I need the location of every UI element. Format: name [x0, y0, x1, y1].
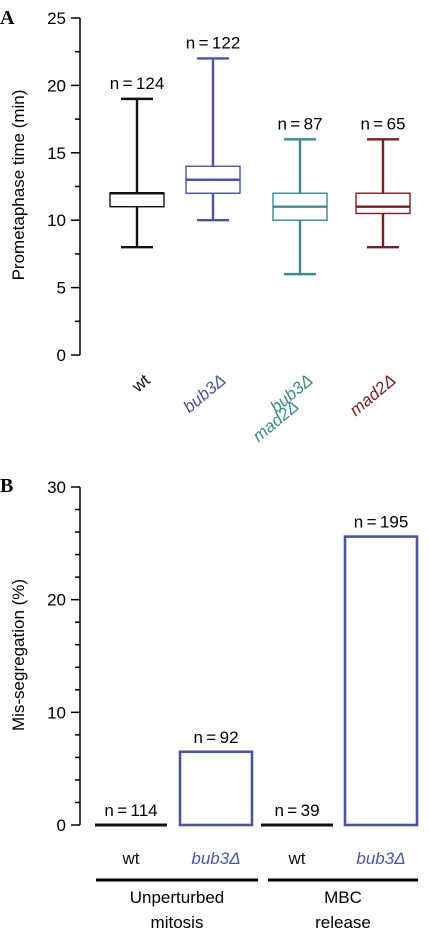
y-tick-label-b: 20	[47, 591, 66, 610]
category-label-b: bub3Δ	[356, 849, 405, 868]
category-label-b: bub3Δ	[191, 849, 240, 868]
group-label: release	[315, 913, 371, 932]
bar	[178, 750, 254, 827]
y-tick-label-a: 0	[57, 346, 66, 365]
box-iqr	[109, 192, 165, 208]
n-label: n = 122	[186, 33, 241, 52]
y-tick-label-a: 5	[57, 279, 66, 298]
box-1: n = 122	[185, 33, 241, 222]
n-label: n = 195	[354, 513, 409, 532]
n-label: n = 114	[104, 801, 157, 820]
category-label-a: mad2Δ	[346, 371, 400, 420]
y-tick-label-a: 10	[47, 211, 66, 230]
y-tick-label-a: 15	[47, 144, 66, 163]
y-tick-label-a: 20	[47, 76, 66, 95]
bar	[343, 535, 419, 827]
box-3: n = 65	[355, 114, 411, 249]
category-label-a: wt	[128, 370, 154, 396]
category-label-b: wt	[288, 849, 306, 868]
box-iqr	[355, 192, 411, 215]
panel-a: A Prometaphase time (min) 0 5 10 15 20 25 n =…	[0, 7, 411, 446]
n-label: n = 87	[277, 114, 322, 133]
group-label: Unperturbed	[130, 888, 225, 907]
category-label-b: wt	[122, 849, 140, 868]
box-0: n = 124	[109, 74, 165, 249]
panel-letter-a: A	[0, 7, 15, 29]
group-label: mitosis	[151, 913, 204, 932]
bars-b: n = 114 n = 92 n = 39 n = 195	[95, 513, 419, 827]
n-label: n = 92	[193, 728, 238, 747]
y-tick-label-b: 0	[57, 816, 66, 835]
category-label-a: bub3Δ	[180, 371, 230, 417]
y-tick-label-a: 25	[47, 9, 66, 28]
n-label: n = 65	[360, 114, 405, 133]
y-axis-b: 0 10 20 30	[47, 478, 81, 835]
y-axis-label-b: Mis-segregation (%)	[9, 579, 28, 731]
y-axis-a: 0 5 10 15 20 25	[47, 9, 81, 365]
panel-letter-b: B	[0, 475, 13, 497]
y-tick-label-b: 10	[47, 703, 66, 722]
n-label: n = 124	[110, 74, 165, 93]
group-labels-b: Unperturbed mitosis MBC release	[96, 878, 418, 932]
box-2: n = 87	[272, 114, 328, 276]
y-axis-label-a: Prometaphase time (min)	[9, 90, 28, 281]
n-label: n = 39	[274, 801, 319, 820]
group-label: MBC	[324, 888, 362, 907]
boxes-a: n = 124 n = 122 n = 87 n = 65	[109, 33, 411, 276]
category-labels-b: wt bub3Δ wt bub3Δ	[122, 849, 406, 868]
y-tick-label-b: 30	[47, 478, 66, 497]
